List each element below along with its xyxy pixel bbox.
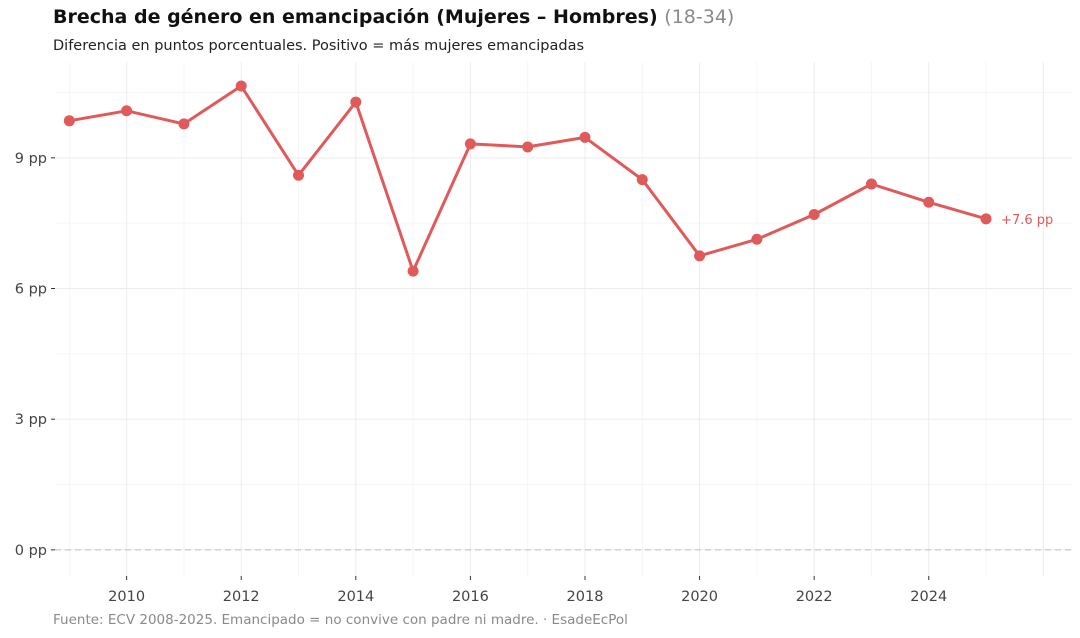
- data-point: [235, 80, 247, 92]
- data-point: [464, 138, 476, 150]
- chart-title-range: (18-34): [664, 6, 735, 28]
- series-layer: +7.6 pp: [63, 80, 1053, 277]
- data-point: [293, 169, 305, 181]
- data-point: [121, 105, 133, 117]
- x-tick-label: 2016: [452, 589, 489, 605]
- x-tick-label: 2020: [681, 589, 718, 605]
- data-point: [865, 178, 877, 190]
- end-value-label: +7.6 pp: [1001, 213, 1053, 228]
- data-point: [636, 174, 648, 186]
- data-point: [407, 265, 419, 277]
- y-tick-label: 6 pp: [15, 282, 47, 298]
- x-tick-label: 2018: [567, 589, 604, 605]
- data-point: [178, 118, 190, 130]
- data-point: [923, 196, 935, 208]
- y-tick-label: 9 pp: [15, 151, 47, 167]
- x-tick-label: 2024: [910, 589, 947, 605]
- chart-subtitle: Diferencia en puntos porcentuales. Posit…: [53, 38, 585, 54]
- data-point: [808, 208, 820, 220]
- grid-lines: [55, 62, 1072, 576]
- line-chart: 0 pp 3 pp 6 pp 9 pp 2010 2012 2014 2016 2018 2020…: [15, 62, 1072, 605]
- data-point: [694, 250, 706, 262]
- data-point: [980, 213, 992, 225]
- data-point: [63, 115, 75, 127]
- source-caption: Fuente: ECV 2008-2025. Emancipado = no c…: [53, 612, 628, 628]
- x-tick-label: 2010: [108, 589, 145, 605]
- y-tick-label: 0 pp: [15, 543, 47, 559]
- data-point: [522, 141, 534, 153]
- x-tick-label: 2022: [796, 589, 833, 605]
- y-tick-label: 3 pp: [15, 412, 47, 428]
- x-tick-label: 2012: [223, 589, 260, 605]
- data-point: [579, 131, 591, 143]
- data-point: [350, 96, 362, 108]
- chart-title: Brecha de género en emancipación (Mujere…: [53, 6, 734, 28]
- axis-labels: 0 pp 3 pp 6 pp 9 pp 2010 2012 2014 2016 2018 2020…: [15, 151, 947, 605]
- x-tick-label: 2014: [337, 589, 374, 605]
- chart-title-main: Brecha de género en emancipación (Mujere…: [53, 6, 658, 28]
- data-point: [751, 233, 763, 245]
